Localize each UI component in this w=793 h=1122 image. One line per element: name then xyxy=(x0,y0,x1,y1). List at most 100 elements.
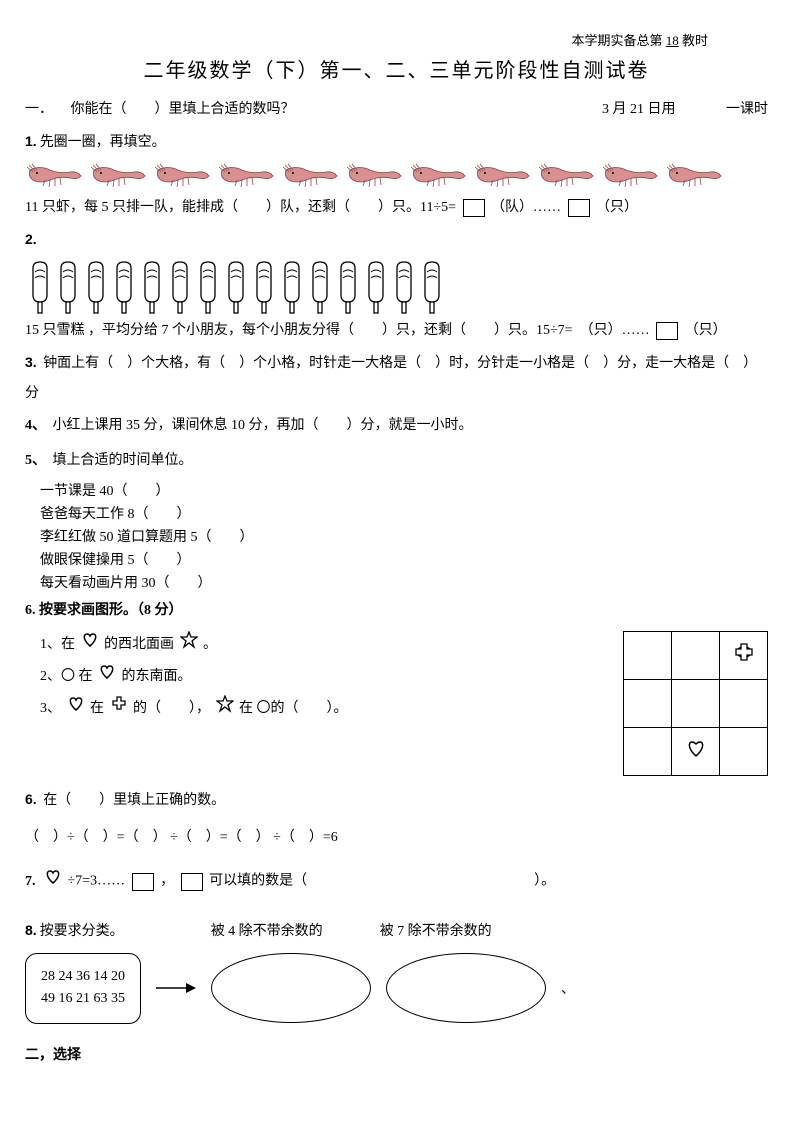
q6-sub2: 2、〇 在 的东南面。 xyxy=(40,664,603,689)
q4-num: 4、 xyxy=(25,418,46,433)
q7-text-b: ， xyxy=(160,874,174,889)
number-box: 28 24 36 14 20 49 16 21 63 35 xyxy=(25,953,141,1024)
heart-icon xyxy=(98,664,116,689)
q5-num: 5、 xyxy=(25,453,46,468)
q1-unit-b: （只） xyxy=(596,200,638,215)
q4: 4、 小红上课用 35 分，课间休息 10 分，再加（ ）分，就是一小时。 xyxy=(25,415,768,437)
q6-container: 1、在 的西北面画 。 2、〇 在 的东南面。 3、 在 的（ ）， 在 〇的（… xyxy=(25,631,768,776)
q3-text2: 分 xyxy=(25,383,768,405)
answer-box[interactable] xyxy=(181,873,203,891)
q3-text: 钟面上有（ ）个大格，有（ ）个小格，时针走一大格是（ ）时，分针走一小格是（ … xyxy=(43,356,757,371)
q6b-num: 6. xyxy=(25,791,37,807)
q6-sub3-a: 3、 xyxy=(40,701,61,716)
q6: 6. 按要求画图形。（8 分） xyxy=(25,600,768,622)
q6b: 6. 在（ ）里填上正确的数。 xyxy=(25,788,768,812)
q7-num: 7. xyxy=(25,874,36,889)
note-suffix: 教时 xyxy=(682,33,708,48)
heart-icon xyxy=(81,632,99,657)
icecream-icon xyxy=(333,260,363,315)
shrimp-icon xyxy=(153,162,213,192)
arrow-icon xyxy=(156,978,196,998)
shrimp-icon xyxy=(473,162,533,192)
icecream-icon xyxy=(109,260,139,315)
note-prefix: 本学期实备总第 xyxy=(571,33,662,48)
oval-2[interactable] xyxy=(386,953,546,1023)
header-note: 本学期实备总第 18 教时 xyxy=(25,30,708,49)
q5-item: 一节课是 40（ ） xyxy=(40,480,768,500)
q8-trailing: 、 xyxy=(561,978,575,998)
answer-box[interactable] xyxy=(132,873,154,891)
q1-title: 先圈一圈，再填空。 xyxy=(40,135,166,150)
shrimp-icon xyxy=(345,162,405,192)
heart-icon xyxy=(67,696,85,721)
q3: 3. 钟面上有（ ）个大格，有（ ）个小格，时针走一大格是（ ）时，分针走一小格… xyxy=(25,351,768,375)
q1-text-a: 11 只虾，每 5 只排一队，能排成（ ）队，还剩（ ）只。11÷5= xyxy=(25,200,456,215)
page-title: 二年级数学（下）第一、二、三单元阶段性自测试卷 xyxy=(25,54,768,83)
icecream-icon xyxy=(165,260,195,315)
q6-title: 按要求画图形。（8 分） xyxy=(39,603,183,618)
q6-sub2-b: 的东南面。 xyxy=(122,669,192,684)
shrimp-icon xyxy=(537,162,597,192)
answer-box[interactable] xyxy=(568,199,590,217)
q6-sub3-b: 在 xyxy=(90,701,104,716)
q6-num: 6. xyxy=(25,603,36,618)
q6b-eq: （ ）÷（ ）=（ ） ÷（ ）=（ ） ÷（ ）=6 xyxy=(25,827,768,849)
q8: 8.按要求分类。 被 4 除不带余数的 被 7 除不带余数的 xyxy=(25,919,768,943)
q5-item: 李红红做 50 道口算题用 5（ ） xyxy=(40,526,768,546)
star-icon xyxy=(216,695,234,722)
q6-left: 1、在 的西北面画 。 2、〇 在 的东南面。 3、 在 的（ ）， 在 〇的（… xyxy=(25,631,603,729)
q2-unit: （只） xyxy=(685,323,727,338)
note-num: 18 xyxy=(666,33,679,48)
q2-num: 2. xyxy=(25,231,37,247)
oval-1[interactable] xyxy=(211,953,371,1023)
grid-cross-cell xyxy=(720,631,768,679)
q5-item: 爸爸每天工作 8（ ） xyxy=(40,503,768,523)
answer-box[interactable] xyxy=(656,322,678,340)
section1-label: 一． xyxy=(25,102,53,117)
q7-text-a: ÷7=3…… xyxy=(68,874,126,889)
q1-text: 11 只虾，每 5 只排一队，能排成（ ）队，还剩（ ）只。11÷5= （队）…… xyxy=(25,197,768,219)
answer-box[interactable] xyxy=(463,199,485,217)
section1-date: 3 月 21 日用 xyxy=(602,98,676,118)
q5-list: 一节课是 40（ ）爸爸每天工作 8（ ）李红红做 50 道口算题用 5（ ）做… xyxy=(40,480,768,592)
heart-icon xyxy=(685,739,707,759)
star-icon xyxy=(180,631,198,658)
q1: 1.先圈一圈，再填空。 xyxy=(25,130,768,154)
q6b-text: 在（ ）里填上正确的数。 xyxy=(43,793,225,808)
q5-item: 每天看动画片用 30（ ） xyxy=(40,572,768,592)
q6-sub1-a: 1、在 xyxy=(40,636,75,651)
shrimp-icon xyxy=(601,162,661,192)
q7-text-c: 可以填的数是（ xyxy=(209,874,307,889)
q5-title: 填上合适的时间单位。 xyxy=(53,453,193,468)
section1-text: 你能在（ ）里填上合适的数吗？ xyxy=(71,102,295,117)
icecream-icon xyxy=(25,260,55,315)
nums-line1: 28 24 36 14 20 xyxy=(41,966,125,988)
cross-icon xyxy=(110,695,128,722)
nums-line2: 49 16 21 63 35 xyxy=(41,988,125,1010)
q5: 5、 填上合适的时间单位。 xyxy=(25,450,768,472)
icecream-icon xyxy=(193,260,223,315)
shrimp-icon xyxy=(665,162,725,192)
icecream-icon xyxy=(361,260,391,315)
q1-num: 1. xyxy=(25,133,37,149)
q6-sub2-a: 2、〇 在 xyxy=(40,669,93,684)
icecream-icon xyxy=(305,260,335,315)
q2-text-span: 15 只雪糕 ，平均分给 7 个小朋友，每个小朋友分得（ ）只，还剩（ ）只。1… xyxy=(25,323,650,338)
q1-unit-a: （队）…… xyxy=(491,200,561,215)
shrimp-icon xyxy=(281,162,341,192)
q4-text: 小红上课用 35 分，课间休息 10 分，再加（ ）分，就是一小时。 xyxy=(53,418,473,433)
section-1-header: 一． 你能在（ ）里填上合适的数吗？ 3 月 21 日用 一课时 xyxy=(25,98,768,118)
q8-title: 按要求分类。 xyxy=(40,924,124,939)
q8-label2: 被 7 除不带余数的 xyxy=(380,924,492,939)
q6-sub1-c: 。 xyxy=(203,636,217,651)
grid-heart-cell xyxy=(672,727,720,775)
q7-text-d: ）。 xyxy=(534,874,555,889)
shrimp-row xyxy=(25,162,768,192)
icecream-icon xyxy=(53,260,83,315)
icecream-icon xyxy=(417,260,447,315)
section-2-header: 二，选择 xyxy=(25,1044,768,1064)
shrimp-icon xyxy=(409,162,469,192)
q2-text: 15 只雪糕 ，平均分给 7 个小朋友，每个小朋友分得（ ）只，还剩（ ）只。1… xyxy=(25,320,768,342)
q6-sub3: 3、 在 的（ ）， 在 〇的（ ）。 xyxy=(40,695,603,722)
section1-duration: 一课时 xyxy=(726,98,768,118)
